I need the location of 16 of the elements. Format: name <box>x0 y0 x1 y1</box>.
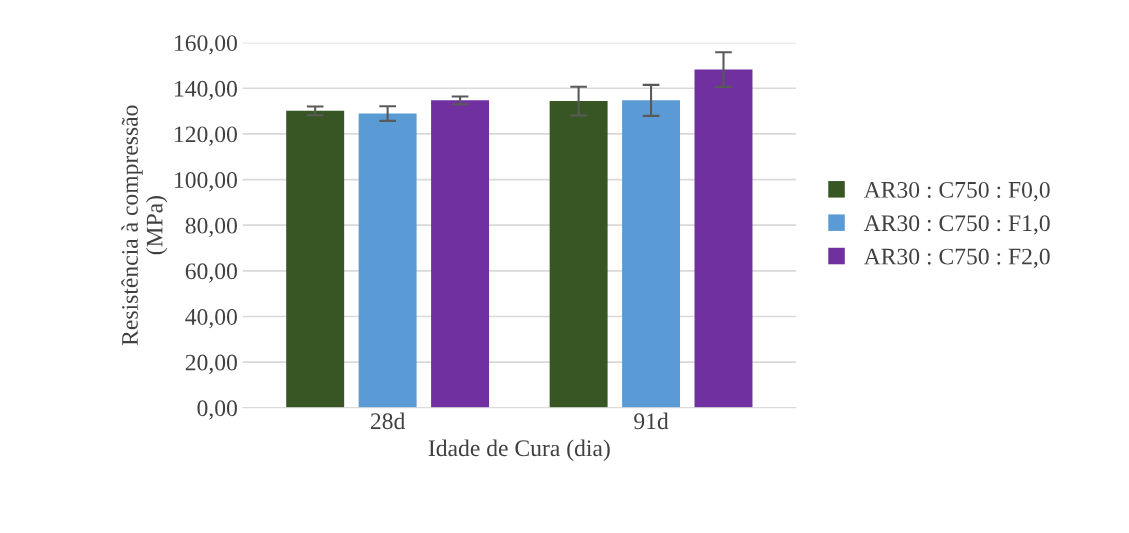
x-tick-label: 91d <box>634 412 669 430</box>
y-tick-label: 140,00 <box>175 80 237 101</box>
y-axis-title: Resistência à compressão (MPa) <box>121 105 168 346</box>
y-tick-label: 20,00 <box>185 354 237 374</box>
legend-label: AR30 : C750 : F2,0 <box>863 248 1050 268</box>
y-tick-label: 60,00 <box>185 263 237 283</box>
y-tick-label: 100,00 <box>175 172 237 192</box>
y-tick-label: 80,00 <box>185 217 237 238</box>
y-tick-label: 40,00 <box>185 308 237 329</box>
x-axis-title: Idade de Cura (dia) <box>428 439 610 461</box>
y-tick-label: 120,00 <box>175 126 237 146</box>
y-tick-label: 0,00 <box>197 400 237 420</box>
legend-label: AR30 : C750 : F1,0 <box>863 215 1050 235</box>
legend-label: AR30 : C750 : F0,0 <box>863 181 1050 202</box>
x-tick-label: 28d <box>370 412 406 430</box>
y-tick-label: 160,00 <box>175 35 237 55</box>
